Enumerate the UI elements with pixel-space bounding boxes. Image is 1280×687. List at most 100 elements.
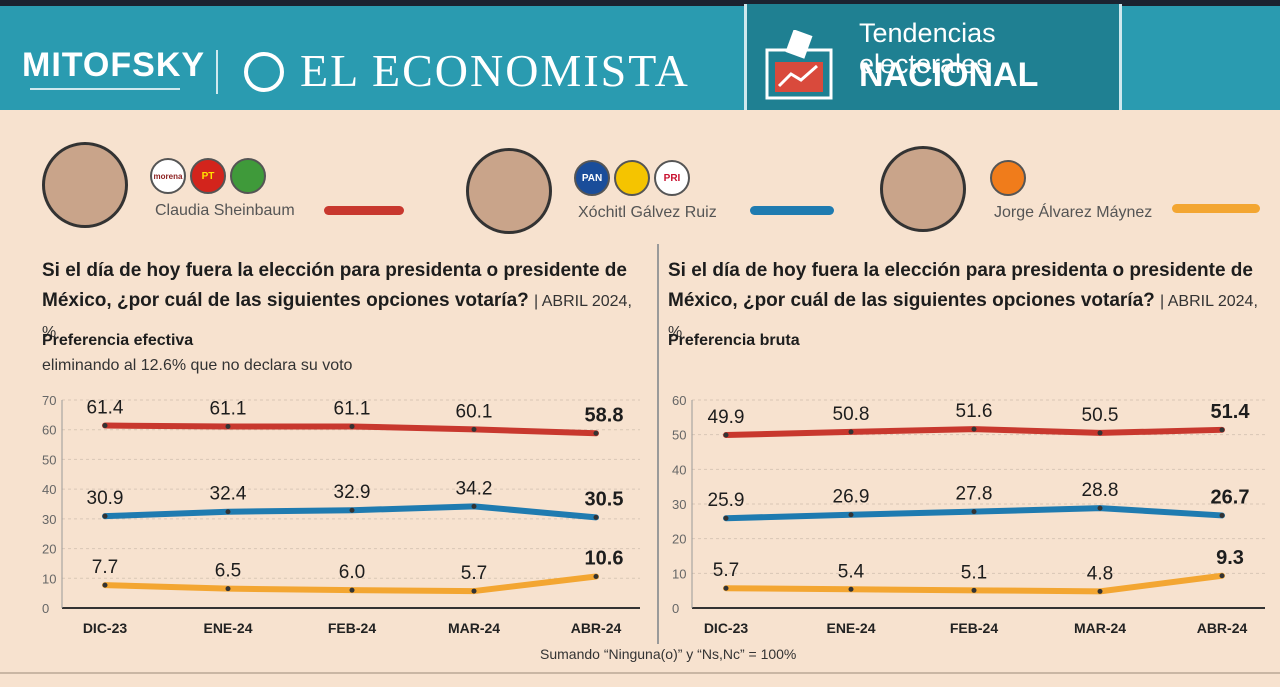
section-subtitle: NACIONAL — [859, 56, 1039, 94]
data-point — [1219, 512, 1225, 518]
y-tick-label: 70 — [42, 393, 56, 408]
data-label: 6.5 — [215, 561, 241, 582]
data-point — [593, 574, 599, 580]
party-logo-mc — [990, 160, 1026, 196]
y-tick-label: 10 — [42, 571, 56, 586]
x-tick-label: ENE-24 — [203, 620, 252, 636]
data-label: 58.8 — [585, 404, 624, 426]
candidate-photo-sheinbaum — [42, 142, 128, 228]
header-banner: MITOFSKY EL ECONOMISTA Tendencias electo… — [0, 0, 1280, 110]
y-tick-label: 40 — [42, 482, 56, 497]
data-point — [471, 503, 477, 509]
data-point — [349, 587, 355, 593]
footer-note: Sumando “Ninguna(o)” y “Ns,Nc” = 100% — [540, 646, 797, 662]
data-label: 51.6 — [956, 401, 993, 422]
data-label: 5.7 — [461, 563, 487, 584]
y-tick-label: 50 — [672, 428, 686, 443]
data-label: 34.2 — [456, 478, 493, 499]
y-tick-label: 60 — [42, 423, 56, 438]
data-label: 6.0 — [339, 562, 365, 583]
y-tick-label: 30 — [672, 497, 686, 512]
candidate-name: Claudia Sheinbaum — [155, 202, 295, 219]
legend-line-galvez — [750, 206, 834, 215]
question-meta: | ABRIL 2024, % — [42, 293, 632, 341]
data-point — [723, 585, 729, 591]
data-label: 9.3 — [1216, 547, 1244, 569]
data-point — [349, 507, 355, 513]
question-right: Si el día de hoy fuera la elección para … — [668, 256, 1268, 348]
data-label: 4.8 — [1087, 563, 1113, 584]
data-point — [225, 423, 231, 429]
data-point — [225, 509, 231, 515]
y-tick-label: 0 — [42, 601, 49, 616]
question-text: Si el día de hoy fuera la elección para … — [668, 260, 1253, 311]
ballot-box-icon — [765, 30, 833, 100]
party-logo-pt: PT — [190, 158, 226, 194]
party-logo-morena: morena — [150, 158, 186, 194]
header-topline — [0, 0, 1280, 6]
mitofsky-logo-underline — [30, 88, 180, 94]
economista-logo-icon — [244, 52, 284, 92]
x-tick-label: DIC-23 — [704, 620, 749, 636]
data-point — [1219, 573, 1225, 579]
x-tick-label: ABR-24 — [1197, 620, 1248, 636]
y-tick-label: 0 — [672, 601, 679, 616]
candidate-name: Xóchitl Gálvez Ruiz — [578, 204, 717, 221]
data-label: 25.9 — [708, 490, 745, 511]
legend-line-maynez — [1172, 204, 1260, 213]
question-meta: | ABRIL 2024, % — [668, 293, 1258, 341]
data-label: 61.1 — [210, 398, 247, 419]
data-point — [723, 515, 729, 521]
data-point — [848, 512, 854, 518]
candidate-photo-maynez — [880, 146, 966, 232]
data-point — [471, 426, 477, 432]
data-label: 30.5 — [585, 488, 624, 510]
data-label: 49.9 — [708, 407, 745, 428]
data-label: 60.1 — [456, 401, 493, 422]
data-label: 26.9 — [833, 487, 870, 508]
data-label: 5.7 — [713, 560, 739, 581]
candidate-name: Jorge Álvarez Máynez — [994, 204, 1153, 221]
data-point — [1219, 427, 1225, 433]
data-point — [1097, 430, 1103, 436]
data-point — [848, 586, 854, 592]
x-tick-label: FEB-24 — [328, 620, 376, 636]
y-tick-label: 50 — [42, 452, 56, 467]
question-left: Si el día de hoy fuera la elección para … — [42, 256, 642, 348]
data-label: 28.8 — [1082, 480, 1119, 501]
data-point — [102, 582, 108, 588]
data-point — [102, 423, 108, 429]
data-point — [349, 423, 355, 429]
y-tick-label: 20 — [42, 542, 56, 557]
x-tick-label: MAR-24 — [448, 620, 500, 636]
data-label: 10.6 — [585, 548, 624, 570]
candidate-photo-galvez — [466, 148, 552, 234]
data-point — [225, 586, 231, 592]
data-label: 50.8 — [833, 404, 870, 425]
data-label: 5.1 — [961, 562, 987, 583]
chart-subtitle-left: Preferencia efectiva — [42, 332, 194, 349]
data-label: 27.8 — [956, 484, 993, 505]
data-point — [723, 432, 729, 438]
data-point — [848, 429, 854, 435]
y-tick-label: 60 — [672, 393, 686, 408]
party-logo-verde — [230, 158, 266, 194]
question-text: Si el día de hoy fuera la elección para … — [42, 260, 627, 311]
data-point — [593, 430, 599, 436]
data-label: 61.1 — [334, 398, 371, 419]
data-label: 26.7 — [1211, 486, 1250, 508]
x-tick-label: ENE-24 — [826, 620, 875, 636]
data-point — [593, 514, 599, 520]
party-logo-pri: PRI — [654, 160, 690, 196]
x-tick-label: ABR-24 — [571, 620, 622, 636]
data-point — [971, 587, 977, 593]
footer-rule — [0, 672, 1280, 674]
data-point — [1097, 505, 1103, 511]
data-point — [1097, 588, 1103, 594]
data-label: 7.7 — [92, 557, 118, 578]
data-point — [971, 426, 977, 432]
chart-subtitle-right: Preferencia bruta — [668, 332, 800, 349]
party-logo-pan: PAN — [574, 160, 610, 196]
